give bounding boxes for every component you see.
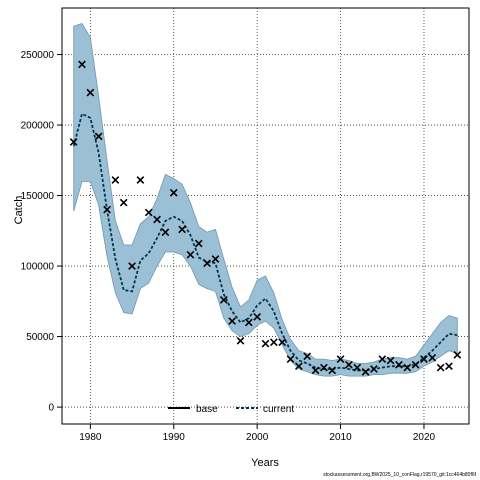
observed-point [336,355,345,363]
observed-point [103,205,111,214]
observed-point [420,355,428,363]
observed-point [111,176,120,184]
observed-point [211,255,220,263]
observed-point [128,262,136,270]
current-series-line [72,112,458,372]
observed-point [228,317,237,325]
observed-point [370,365,378,373]
x-axis-title: Years [251,457,279,469]
observed-point [453,351,462,359]
observed-point [203,259,211,268]
y-tick-label: 200000 [21,121,55,132]
observed-point [286,355,295,363]
observed-point [328,366,337,375]
y-axis-title: Catch [13,196,25,225]
observed-point [244,318,253,327]
observed-point [178,225,186,234]
x-tick-label: 2000 [246,432,269,443]
observed-point [261,339,270,348]
observed-point [303,352,312,361]
observed-point [169,188,178,197]
observed-point [78,60,86,69]
observed-point [445,362,453,371]
observed-point [236,336,245,345]
observed-point [69,138,78,146]
observed-point [86,88,95,97]
observed-point [161,228,170,237]
observed-point [386,356,395,365]
observed-point [136,176,145,184]
observed-point [144,208,153,217]
observed-point [403,363,412,372]
footer-credit: stockassessment.org,BW2025_10_conFlag,r1… [323,472,476,478]
plot-frame [61,7,470,425]
observed-point [395,360,403,369]
observed-point [153,215,161,224]
observed-point [345,360,353,369]
series-lines [72,112,458,372]
observed-point [436,363,445,372]
legend-base-label: base [196,404,218,415]
x-tick-label: 1980 [79,432,102,443]
observed-point [320,363,328,372]
y-tick-label: 150000 [21,191,55,202]
observed-point [253,312,262,321]
y-tick-label: 100000 [21,262,55,273]
x-tick-label: 2020 [413,432,436,443]
observed-point [361,367,370,376]
y-tick-label: 50000 [26,332,54,343]
observed-point [219,296,228,304]
axes: 1980 1990 2000 2010 2020 0 50000 100000 150000 20… [21,50,436,443]
observed-point [311,366,320,375]
observed-point [353,363,362,372]
observed-point [278,338,287,347]
legend-current-label: current [263,404,294,415]
y-tick-label: 250000 [21,50,55,61]
observed-point [186,250,195,259]
observed-point [269,338,278,347]
observed-point [194,239,203,248]
x-tick-label: 1990 [163,432,186,443]
confidence-band [73,23,458,377]
confidence-band-area [73,23,458,377]
observed-point [428,353,437,362]
y-tick-label: 0 [48,403,54,414]
legend: base current [168,404,294,415]
observed-point [378,355,387,363]
x-tick-label: 2010 [329,432,352,443]
observed-points [69,60,462,376]
observed-point [411,360,420,369]
observed-point [94,132,103,141]
observed-point [294,362,303,371]
observed-point [119,198,128,207]
